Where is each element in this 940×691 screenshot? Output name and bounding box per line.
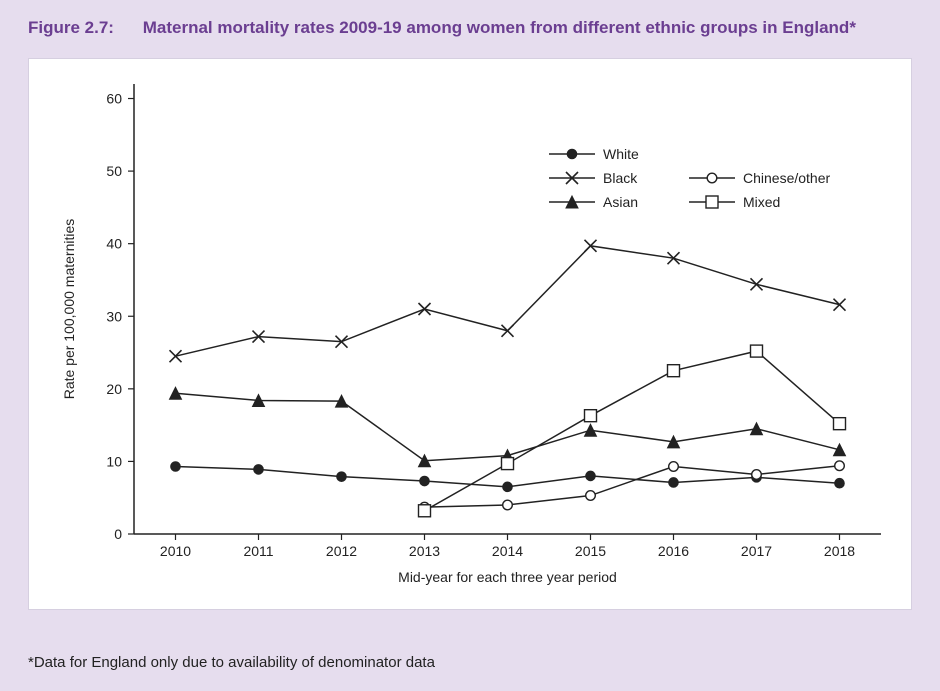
x-tick-label: 2016 — [658, 543, 689, 559]
marker-square-open — [668, 365, 680, 377]
figure-label: Figure 2.7: — [28, 18, 138, 38]
figure-container: Figure 2.7: Maternal mortality rates 200… — [0, 0, 940, 691]
marker-circle-open — [752, 470, 762, 480]
y-tick-label: 60 — [106, 91, 122, 107]
marker-circle-filled — [254, 465, 264, 475]
figure-title-text: Maternal mortality rates 2009-19 among w… — [143, 18, 856, 37]
marker-square-open — [751, 345, 763, 357]
marker-circle-filled — [586, 471, 596, 481]
legend-label: Asian — [603, 194, 638, 210]
marker-circle-open — [586, 491, 596, 501]
series-line-black — [176, 246, 840, 356]
legend-label: White — [603, 146, 639, 162]
y-tick-label: 0 — [114, 526, 122, 542]
x-tick-label: 2014 — [492, 543, 523, 559]
marker-circle-filled — [171, 462, 181, 472]
marker-circle-filled — [669, 478, 679, 488]
x-tick-label: 2015 — [575, 543, 606, 559]
legend-label: Mixed — [743, 194, 780, 210]
x-tick-label: 2012 — [326, 543, 357, 559]
series-line-chinese-other — [425, 466, 840, 507]
y-tick-label: 50 — [106, 163, 122, 179]
figure-footnote: *Data for England only due to availabili… — [28, 654, 435, 671]
marker-square-open — [585, 410, 597, 422]
marker-circle-open — [503, 500, 513, 510]
y-tick-label: 40 — [106, 236, 122, 252]
marker-circle-open — [669, 462, 679, 472]
marker-circle-open — [707, 173, 717, 183]
x-tick-label: 2010 — [160, 543, 191, 559]
marker-circle-filled — [835, 478, 845, 488]
marker-square-open — [419, 505, 431, 517]
x-tick-label: 2011 — [243, 543, 273, 559]
marker-circle-filled — [337, 472, 347, 482]
marker-square-open — [834, 418, 846, 430]
legend-label: Black — [603, 170, 638, 186]
y-tick-label: 30 — [106, 308, 122, 324]
x-axis-title: Mid-year for each three year period — [398, 569, 617, 585]
marker-square-open — [706, 196, 718, 208]
marker-circle-filled — [420, 476, 430, 486]
marker-square-open — [502, 458, 514, 470]
marker-circle-filled — [503, 482, 513, 492]
x-tick-label: 2018 — [824, 543, 855, 559]
series-line-mixed — [425, 351, 840, 511]
marker-circle-open — [835, 461, 845, 471]
chart-area: 0 10 20 30 40 50 60 Rate per 100,000 maternitie… — [28, 58, 912, 610]
x-tick-label: 2013 — [409, 543, 440, 559]
figure-title: Figure 2.7: Maternal mortality rates 200… — [28, 18, 856, 38]
line-chart-svg: 0 10 20 30 40 50 60 Rate per 100,000 maternitie… — [29, 59, 911, 609]
y-axis-title: Rate per 100,000 maternities — [61, 219, 77, 400]
y-tick-label: 10 — [106, 453, 122, 469]
marker-circle-filled — [567, 149, 577, 159]
marker-triangle-filled — [834, 444, 846, 456]
x-tick-label: 2017 — [741, 543, 772, 559]
y-tick-label: 20 — [106, 381, 122, 397]
legend-label: Chinese/other — [743, 170, 831, 186]
